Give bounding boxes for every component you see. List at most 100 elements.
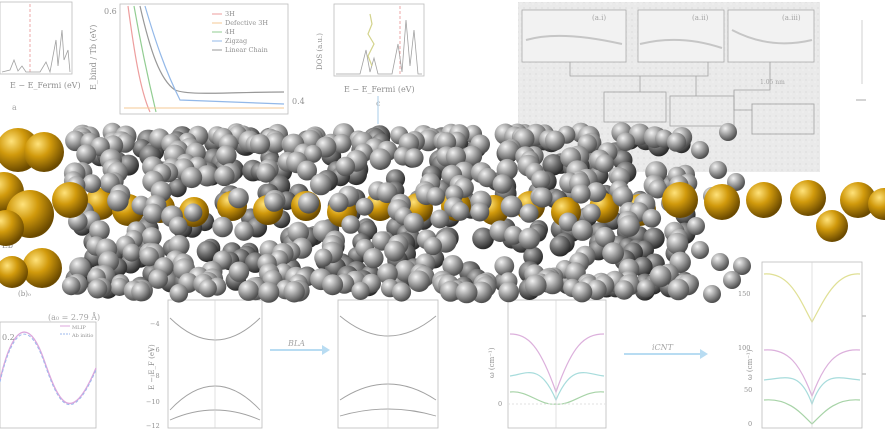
tem-label-aiii: (a.iii) <box>782 14 801 22</box>
carbon-atom <box>430 209 450 229</box>
carbon-atom <box>549 235 571 257</box>
carbon-atom <box>667 278 690 301</box>
carbon-atom <box>616 132 635 152</box>
carbon-atom <box>139 247 159 267</box>
carbon-atom <box>637 279 656 298</box>
carbon-atom <box>214 165 235 187</box>
carbon-atom <box>69 257 91 279</box>
tem-scale-label: 1.05 nm <box>760 79 785 86</box>
carbon-atom <box>594 226 616 248</box>
carbon-atom <box>181 166 203 189</box>
carbon-atom <box>602 242 624 265</box>
carbon-atom <box>445 146 466 167</box>
carbon-atom <box>391 282 412 302</box>
tem-label-ai: (a.i) <box>592 14 606 22</box>
carbon-atom <box>440 280 461 302</box>
carbon-atom <box>228 187 249 209</box>
phonon-2-tick-1: 100 <box>738 344 750 352</box>
phonon-1-ylabel: ω (cm⁻¹) <box>488 347 496 378</box>
carbon-atom <box>403 212 424 233</box>
carbon-atom <box>571 219 593 241</box>
carbon-atom <box>355 197 374 216</box>
carbon-atom <box>148 269 168 289</box>
carbon-atom <box>461 145 483 167</box>
carbon-atom <box>322 274 344 296</box>
carbon-atom <box>442 255 464 276</box>
panel-top-center-ytick: 0.4 <box>292 97 305 106</box>
carbon-atom <box>477 167 497 188</box>
carbon-atom <box>642 208 662 228</box>
carbon-atom <box>376 182 398 204</box>
carbon-atom <box>687 217 705 235</box>
carbon-atom <box>168 178 187 198</box>
phonon-2-tick-3: 0 <box>748 420 752 428</box>
bands-1-tick-3: −10 <box>146 398 160 406</box>
panel-top-right-xlabel: E − E_Fermi (eV) <box>344 85 415 94</box>
panel-bands-1: E − E_F (eV) −4 −6 −8 −10 −12 <box>146 299 263 430</box>
carbon-atom <box>363 248 384 269</box>
carbon-atom <box>470 281 493 304</box>
carbon-atom <box>733 257 751 275</box>
legend-mlip: MLIP <box>72 325 86 331</box>
carbon-atom <box>709 161 727 179</box>
panel-bottom-left: (a₀ = 2.79 Å) MLIP Ab initio 0.2 (b)₀ Eb <box>0 241 100 429</box>
carbon-atom <box>196 165 218 187</box>
carbon-atom <box>614 280 634 300</box>
carbon-atom <box>691 141 709 159</box>
carbon-atom <box>184 203 203 222</box>
carbon-atom <box>648 179 668 199</box>
bands-1-tick-4: −12 <box>146 422 160 430</box>
carbon-atom <box>691 241 709 259</box>
carbon-atom <box>212 216 233 238</box>
carbon-atom <box>351 281 370 300</box>
panel-top-left-letter: a <box>12 103 17 112</box>
bands-1-tick-0: −4 <box>150 320 160 328</box>
panel-bottom-left-title: (a₀ = 2.79 Å) <box>48 313 100 322</box>
carbon-atom <box>303 144 322 163</box>
panel-top-center-ytick-left: 0.6 <box>104 7 117 16</box>
carbon-atom <box>612 186 634 207</box>
gold-atom <box>0 210 24 246</box>
carbon-atom <box>492 174 513 194</box>
gold-atom <box>746 182 782 218</box>
carbon-atom <box>216 145 237 166</box>
panel-top-right-dos: DOS (a.u.) E − E_Fermi (eV) c <box>316 3 425 124</box>
carbon-atom <box>238 280 259 301</box>
nanotube-with-chain <box>0 122 885 304</box>
legend-3h: 3H <box>225 10 235 18</box>
carbon-atom <box>82 174 102 194</box>
gold-atom <box>52 182 88 218</box>
carbon-atom <box>198 279 217 298</box>
carbon-atom <box>727 173 745 191</box>
carbon-atom <box>131 282 151 302</box>
carbon-atom <box>332 133 352 154</box>
carbon-atom <box>283 281 305 303</box>
carbon-atom <box>168 216 188 236</box>
carbon-atom <box>76 144 97 165</box>
carbon-atom <box>423 236 442 256</box>
gold-atom <box>790 180 826 216</box>
arrow-icnt-label: iCNT <box>652 343 674 352</box>
legend-ab-initio: Ab initio <box>71 333 93 339</box>
arrow-bla-label: BLA <box>287 339 305 348</box>
carbon-atom <box>504 225 524 245</box>
carbon-atom <box>532 187 553 208</box>
carbon-atom <box>571 281 593 303</box>
panel-bottom-left-value: 0.2 <box>2 333 15 342</box>
panel-bottom-left-xlabel: (b)₀ <box>18 290 31 298</box>
carbon-atom <box>571 184 591 204</box>
carbon-atom <box>256 163 276 183</box>
carbon-atom <box>228 261 250 282</box>
carbon-atom <box>87 279 108 299</box>
carbon-atom <box>618 215 640 237</box>
carbon-atom <box>497 140 520 162</box>
panel-top-center: E_bind / Tb (eV) 0.6 0.4 3H Defective 3H… <box>89 3 305 115</box>
carbon-atom <box>542 154 564 176</box>
panel-top-right-ylabel: DOS (a.u.) <box>316 33 324 70</box>
panel-phonon-2: ω (cm⁻¹) 150 100 50 0 <box>738 261 863 429</box>
legend-linear-chain: Linear Chain <box>225 46 268 54</box>
carbon-atom <box>264 192 284 212</box>
gold-atom <box>816 210 848 242</box>
phonon-2-tick-0: 150 <box>738 290 750 298</box>
